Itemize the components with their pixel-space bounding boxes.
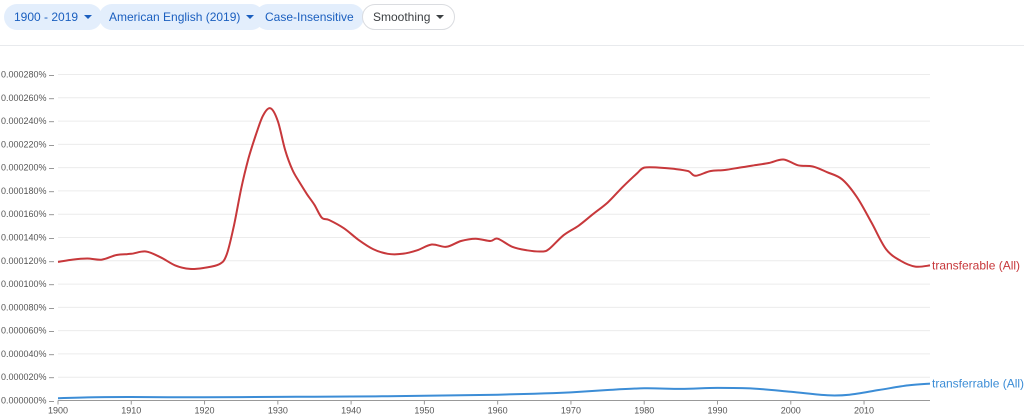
series-label-2: transferrable (All) bbox=[932, 377, 1024, 391]
case-insensitive-label: Case-Insensitive bbox=[265, 10, 354, 24]
x-tick-label: 2000 bbox=[781, 406, 801, 416]
series-line-1 bbox=[57, 107, 931, 270]
x-tick-label: 1920 bbox=[195, 406, 215, 416]
x-tick-label: 1960 bbox=[488, 406, 508, 416]
y-tick-label: 0.000200% – bbox=[1, 163, 54, 173]
chevron-down-icon bbox=[84, 15, 93, 19]
smoothing-dropdown[interactable]: Smoothing bbox=[362, 4, 456, 30]
y-tick-label: 0.000240% – bbox=[1, 116, 54, 126]
case-insensitive-toggle[interactable]: Case-Insensitive bbox=[255, 4, 364, 30]
y-tick-label: 0.000040% – bbox=[1, 349, 54, 359]
y-tick-label: 0.000140% – bbox=[1, 233, 54, 243]
y-tick-label: 0.000180% – bbox=[1, 186, 54, 196]
y-tick-label: 0.000160% – bbox=[1, 209, 54, 219]
year-range-dropdown[interactable]: 1900 - 2019 bbox=[4, 4, 103, 30]
x-tick-label: 2010 bbox=[854, 406, 874, 416]
x-tick-label: 1940 bbox=[341, 406, 361, 416]
y-tick-label: 0.000100% – bbox=[1, 279, 54, 289]
ngram-line-chart: 0.000000% – 0.000020% – 0.000040% – 0.00006… bbox=[1, 70, 1024, 416]
y-tick-label: 0.000280% – bbox=[1, 70, 54, 80]
x-tick-label: 1950 bbox=[414, 406, 434, 416]
x-tick-label: 1930 bbox=[268, 406, 288, 416]
x-tick-label: 1980 bbox=[634, 406, 654, 416]
y-tick-label: 0.000060% – bbox=[1, 326, 54, 336]
x-tick-label: 1970 bbox=[561, 406, 581, 416]
query-toolbar: 1900 - 2019 American English (2019) Case… bbox=[0, 0, 1024, 46]
smoothing-label: Smoothing bbox=[373, 10, 431, 24]
chevron-down-icon bbox=[436, 15, 445, 19]
y-tick-label: 0.000080% – bbox=[1, 302, 54, 312]
y-tick-label: 0.000220% – bbox=[1, 139, 54, 149]
series-label-1: transferable (All) bbox=[932, 258, 1020, 272]
y-tick-label: 0.000260% – bbox=[1, 93, 54, 103]
y-tick-label: 0.000120% – bbox=[1, 256, 54, 266]
series-line-2 bbox=[57, 382, 931, 400]
corpus-label: American English (2019) bbox=[109, 10, 241, 24]
x-tick-label: 1910 bbox=[121, 406, 141, 416]
year-range-label: 1900 - 2019 bbox=[14, 10, 79, 24]
chevron-down-icon bbox=[246, 15, 255, 19]
y-tick-label: 0.000020% – bbox=[1, 372, 54, 382]
x-tick-label: 1990 bbox=[707, 406, 727, 416]
y-tick-label: 0.000000% – bbox=[1, 396, 54, 406]
corpus-dropdown[interactable]: American English (2019) bbox=[99, 4, 265, 30]
x-tick-label: 1900 bbox=[48, 406, 68, 416]
